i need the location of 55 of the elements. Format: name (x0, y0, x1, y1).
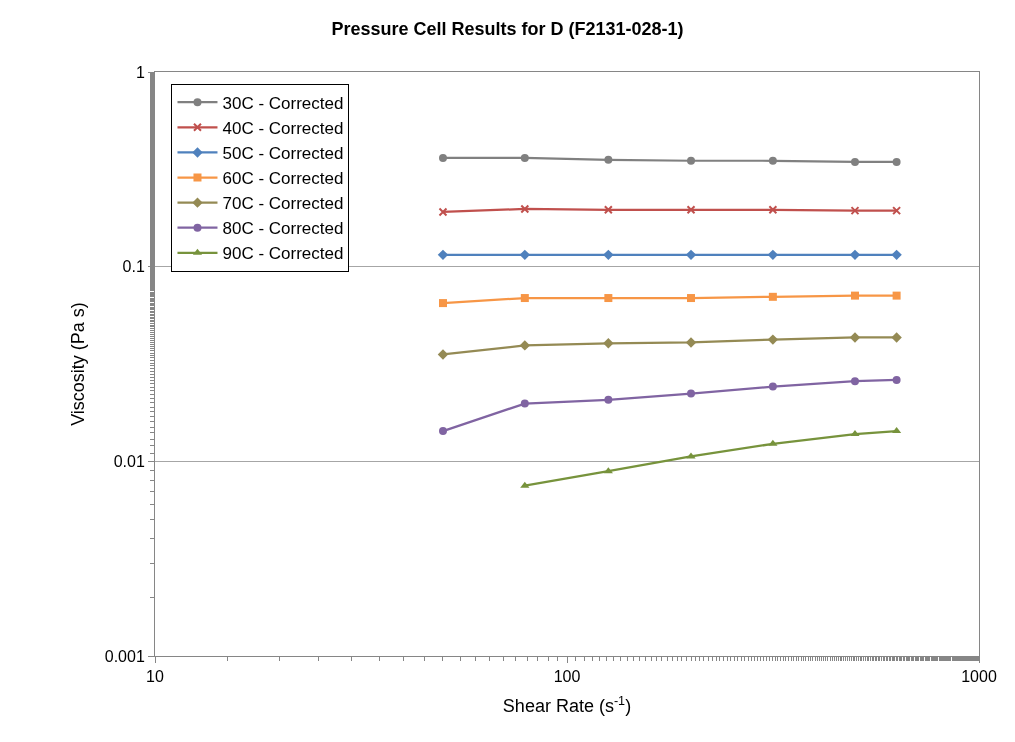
x-tick-label: 10 (146, 668, 164, 686)
point (768, 156, 777, 165)
x-tick-label: 1000 (961, 668, 997, 686)
legend-label: 50C - Corrected (222, 144, 344, 164)
point (850, 291, 859, 300)
legend-label: 30C - Corrected (222, 93, 344, 113)
point (685, 249, 697, 261)
y-tick-label: 0.001 (104, 647, 145, 665)
point (767, 334, 779, 345)
point (850, 430, 860, 437)
legend-label: 80C - Corrected (222, 219, 344, 239)
point (438, 153, 447, 162)
point (603, 205, 613, 215)
x-tick-label: 100 (553, 668, 581, 686)
legend-label: 60C - Corrected (222, 169, 344, 189)
point (768, 382, 777, 391)
point (604, 294, 613, 303)
point (437, 249, 449, 261)
legend-label: 90C - Corrected (222, 244, 344, 264)
point (685, 337, 697, 348)
point (519, 340, 531, 351)
point (604, 155, 613, 164)
point (850, 157, 859, 166)
point (438, 427, 447, 436)
y-tick-label: 0.01 (113, 452, 145, 470)
point (603, 467, 613, 474)
point (850, 377, 859, 386)
point (520, 204, 530, 214)
point (520, 153, 529, 162)
y-tick-label: 0.1 (122, 258, 145, 276)
chart-title: Pressure Cell Results for D (F2131-028-1) (331, 18, 684, 39)
y-tick-label: 1 (135, 63, 145, 81)
point (604, 395, 613, 404)
point (438, 207, 448, 217)
point (520, 481, 530, 488)
y-axis-title: Viscosity (Pa s) (67, 302, 88, 426)
point (849, 332, 861, 343)
point (437, 349, 449, 360)
point (687, 389, 696, 398)
point (687, 156, 696, 165)
point (603, 338, 614, 349)
legend-label: 40C - Corrected (222, 118, 344, 138)
point (768, 439, 778, 446)
point (768, 292, 777, 301)
point (438, 299, 447, 308)
point (850, 206, 860, 216)
x-axis-title: Shear Rate (s$^{-1}$) (502, 693, 632, 717)
point (687, 294, 696, 303)
point (520, 399, 529, 408)
point (520, 294, 529, 303)
point (849, 249, 861, 261)
point (603, 249, 614, 261)
legend-label: 70C - Corrected (222, 194, 344, 214)
point (686, 205, 696, 215)
point (768, 205, 778, 215)
